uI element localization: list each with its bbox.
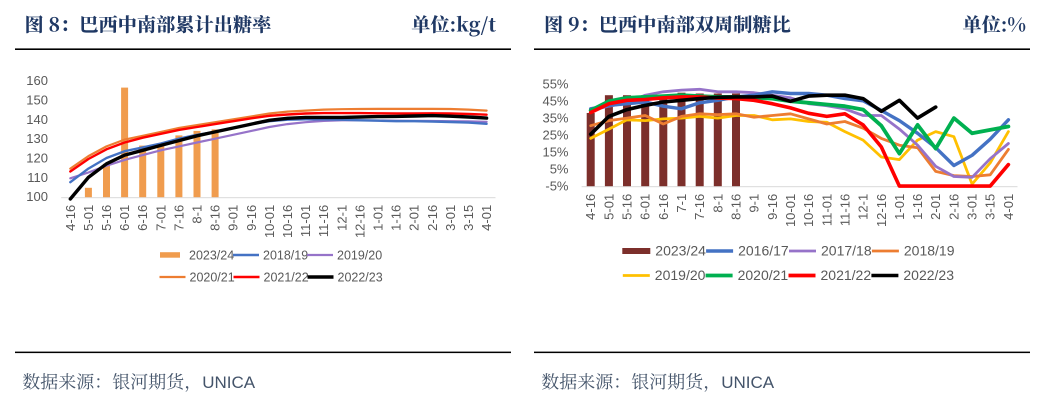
svg-text:-5%: -5% — [545, 178, 569, 193]
svg-text:2019/20: 2019/20 — [655, 267, 706, 283]
svg-text:2022/23: 2022/23 — [903, 267, 954, 283]
svg-text:3-15: 3-15 — [461, 205, 476, 231]
svg-text:7-01: 7-01 — [153, 205, 168, 231]
svg-text:2016/17: 2016/17 — [738, 243, 789, 259]
svg-text:2022/23: 2022/23 — [338, 271, 383, 285]
svg-text:2-01: 2-01 — [928, 194, 943, 220]
svg-text:2020/21: 2020/21 — [190, 271, 235, 285]
svg-text:5-16: 5-16 — [99, 205, 114, 231]
svg-text:6-16: 6-16 — [135, 205, 150, 231]
svg-text:6-16: 6-16 — [656, 194, 671, 220]
svg-text:4-16: 4-16 — [583, 194, 598, 220]
svg-text:8-16: 8-16 — [208, 205, 223, 231]
svg-text:2018/19: 2018/19 — [263, 249, 308, 263]
svg-text:11-01: 11-01 — [298, 205, 313, 237]
svg-text:9-16: 9-16 — [244, 205, 259, 231]
svg-text:11-16: 11-16 — [316, 205, 331, 237]
svg-text:2-16: 2-16 — [946, 194, 961, 220]
svg-text:100: 100 — [26, 189, 48, 204]
svg-text:7-1: 7-1 — [674, 194, 689, 213]
svg-text:10-01: 10-01 — [262, 205, 277, 238]
svg-text:2019/20: 2019/20 — [337, 249, 382, 263]
svg-text:5-16: 5-16 — [620, 194, 635, 220]
svg-text:120: 120 — [26, 151, 48, 166]
svg-text:2-16: 2-16 — [425, 205, 440, 231]
svg-text:5-01: 5-01 — [601, 194, 616, 220]
svg-text:2017/18: 2017/18 — [821, 243, 872, 259]
svg-text:8-1: 8-1 — [190, 205, 205, 224]
svg-text:5%: 5% — [550, 161, 569, 176]
svg-text:2020/21: 2020/21 — [738, 267, 789, 283]
svg-text:35%: 35% — [542, 111, 568, 126]
svg-text:8-1: 8-1 — [710, 194, 725, 213]
svg-text:3-15: 3-15 — [983, 194, 998, 220]
svg-text:6-01: 6-01 — [638, 194, 653, 220]
svg-text:UNICA: UNICA — [202, 373, 256, 392]
svg-text:4-01: 4-01 — [479, 205, 494, 231]
svg-text:9-1: 9-1 — [747, 194, 762, 213]
svg-text:UNICA: UNICA — [721, 373, 775, 392]
svg-text:12-16: 12-16 — [352, 205, 367, 238]
svg-text:1-01: 1-01 — [371, 205, 386, 231]
svg-text:5-01: 5-01 — [81, 205, 96, 231]
svg-text:1-16: 1-16 — [389, 205, 404, 231]
svg-text:2-01: 2-01 — [407, 205, 422, 231]
svg-text:11-01: 11-01 — [819, 194, 834, 226]
svg-text:2023/24: 2023/24 — [655, 243, 706, 259]
svg-text:150: 150 — [26, 93, 48, 108]
svg-text:25%: 25% — [542, 128, 568, 143]
svg-text:12-16: 12-16 — [874, 194, 889, 227]
svg-text:12-1: 12-1 — [334, 205, 349, 231]
svg-text:2018/19: 2018/19 — [904, 243, 955, 259]
svg-text:140: 140 — [26, 112, 48, 127]
svg-text:45%: 45% — [542, 94, 568, 109]
svg-text:160: 160 — [26, 73, 48, 88]
svg-text:10-16: 10-16 — [280, 205, 295, 238]
svg-text:15%: 15% — [542, 144, 568, 159]
svg-text:130: 130 — [26, 131, 48, 146]
svg-text:8-16: 8-16 — [729, 194, 744, 220]
svg-text:7-16: 7-16 — [692, 194, 707, 220]
svg-text:2021/22: 2021/22 — [264, 271, 309, 285]
svg-text:11-16: 11-16 — [837, 194, 852, 226]
svg-text:1-01: 1-01 — [892, 194, 907, 220]
svg-text:1-16: 1-16 — [910, 194, 925, 220]
svg-text:7-16: 7-16 — [171, 205, 186, 231]
svg-text:3-01: 3-01 — [965, 194, 980, 220]
svg-text:12-1: 12-1 — [856, 194, 871, 220]
svg-text:9-01: 9-01 — [226, 205, 241, 231]
svg-text:55%: 55% — [542, 77, 568, 92]
svg-text:3-01: 3-01 — [443, 205, 458, 231]
svg-text:10-16: 10-16 — [801, 194, 816, 227]
svg-text:9-16: 9-16 — [765, 194, 780, 220]
svg-text:2021/22: 2021/22 — [821, 267, 872, 283]
svg-text:10-01: 10-01 — [783, 194, 798, 227]
svg-text:110: 110 — [27, 170, 48, 185]
svg-text:2023/24: 2023/24 — [189, 249, 234, 263]
svg-text:6-01: 6-01 — [117, 205, 132, 231]
svg-text:4-16: 4-16 — [63, 205, 78, 231]
svg-text:4-01: 4-01 — [1001, 194, 1016, 220]
